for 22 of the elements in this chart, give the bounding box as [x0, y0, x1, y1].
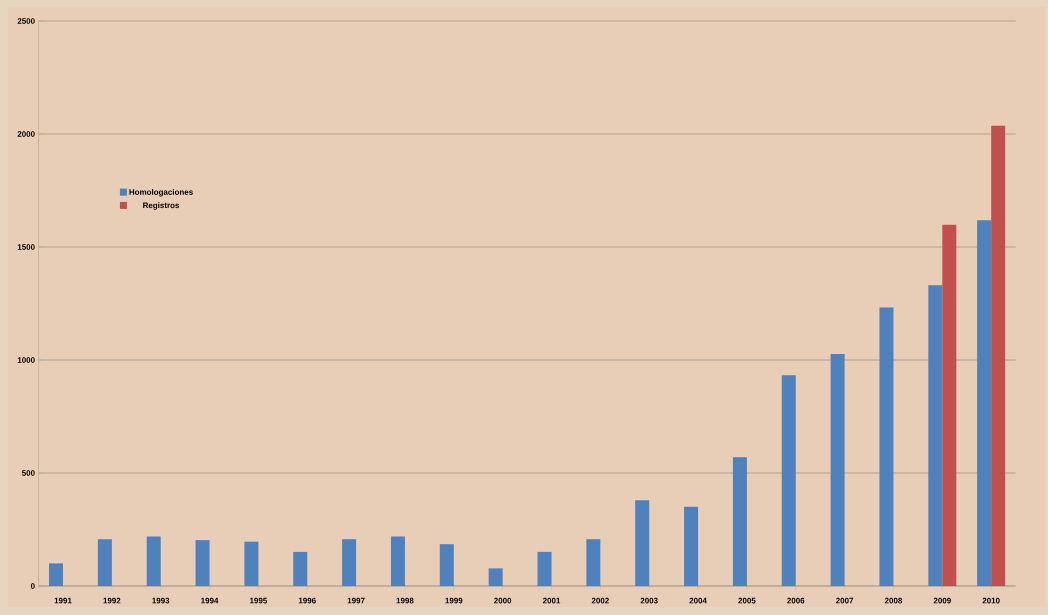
bar: [390, 536, 405, 586]
bar: [635, 500, 650, 586]
bar: [781, 375, 796, 586]
bar: [439, 544, 454, 586]
bar: [195, 540, 210, 586]
bar: [97, 539, 112, 586]
bar: [537, 551, 552, 586]
bar: [293, 551, 308, 586]
bar: [977, 220, 992, 586]
bar: [244, 541, 259, 586]
bar: [732, 457, 747, 586]
bar: [830, 353, 845, 586]
bar: [928, 285, 943, 586]
bar: [342, 539, 357, 586]
bar: [146, 536, 161, 586]
bar: [942, 224, 957, 586]
bar: [49, 563, 63, 586]
bar: [586, 539, 601, 586]
bar: [684, 506, 699, 586]
bar: [991, 125, 1006, 586]
bar: [879, 307, 894, 586]
bar: [488, 568, 503, 586]
